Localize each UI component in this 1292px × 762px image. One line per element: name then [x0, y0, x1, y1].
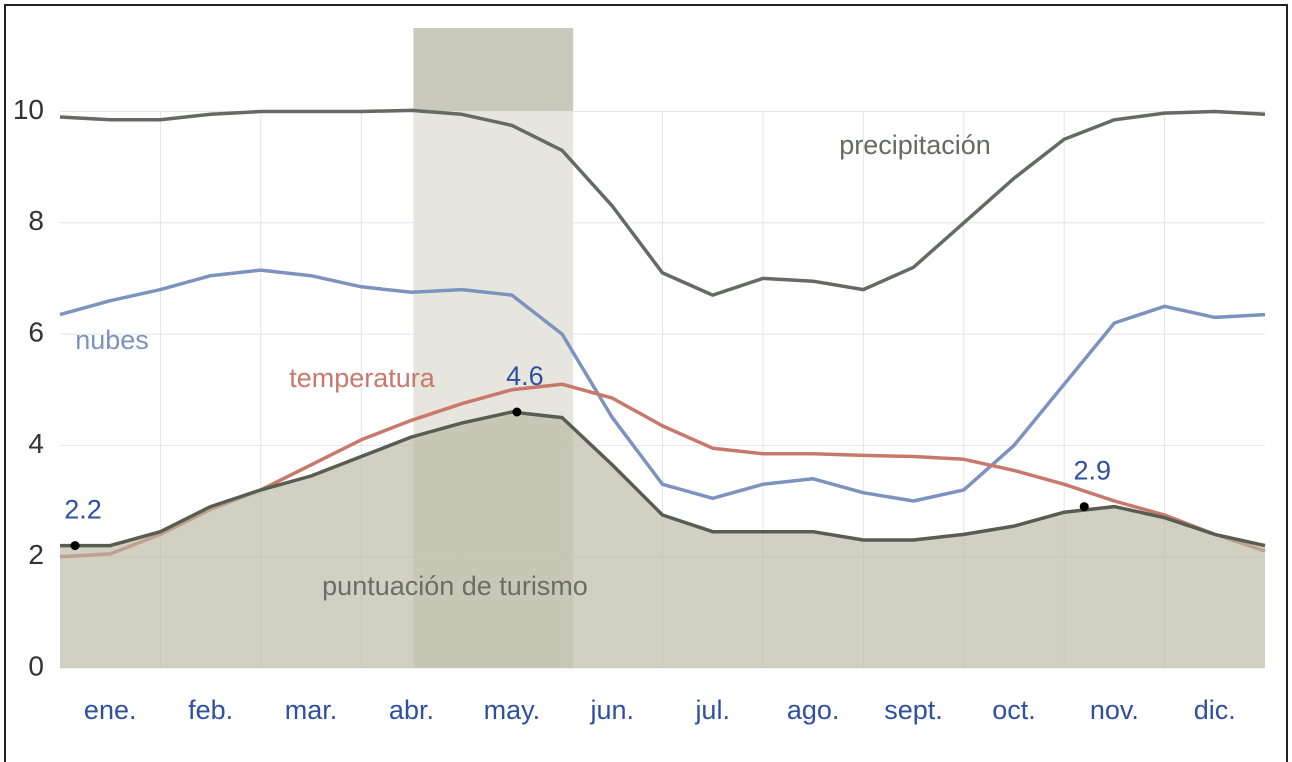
- y-tick-label: 2: [28, 539, 44, 570]
- x-tick-label: oct.: [992, 695, 1036, 725]
- y-tick-label: 0: [28, 650, 44, 681]
- annotation-label: 4.6: [506, 361, 544, 391]
- x-tick-label: mar.: [285, 695, 338, 725]
- highlight-band: [413, 28, 574, 112]
- line: [59, 108, 1266, 297]
- x-tick-label: jun.: [590, 695, 635, 725]
- y-tick-label: 10: [13, 94, 44, 125]
- x-tick-label: feb.: [188, 695, 233, 725]
- annotation-point: [70, 541, 80, 551]
- area: [60, 412, 1265, 668]
- x-tick-label: dic.: [1194, 695, 1236, 725]
- series-label: temperatura: [289, 363, 436, 393]
- y-tick-label: 8: [28, 205, 44, 236]
- x-tick-label: abr.: [389, 695, 434, 725]
- x-tick-label: jul.: [694, 695, 730, 725]
- frame: [4, 4, 1288, 762]
- y-tick-label: 4: [28, 428, 44, 459]
- series-label: nubes: [75, 325, 149, 355]
- annotation-label: 2.9: [1073, 456, 1111, 486]
- annotation-label: 2.2: [64, 495, 102, 525]
- annotation-point: [1079, 502, 1089, 512]
- x-tick-label: ago.: [787, 695, 840, 725]
- x-tick-label: nov.: [1090, 695, 1139, 725]
- line: [59, 268, 1266, 503]
- x-tick-label: ene.: [84, 695, 137, 725]
- y-tick-label: 6: [28, 316, 44, 347]
- x-tick-label: sept.: [884, 695, 943, 725]
- line: [60, 410, 1266, 548]
- x-tick-label: may.: [484, 695, 541, 725]
- annotation-point: [512, 407, 522, 417]
- series-label: precipitación: [839, 130, 991, 160]
- series-label: puntuación de turismo: [322, 571, 588, 601]
